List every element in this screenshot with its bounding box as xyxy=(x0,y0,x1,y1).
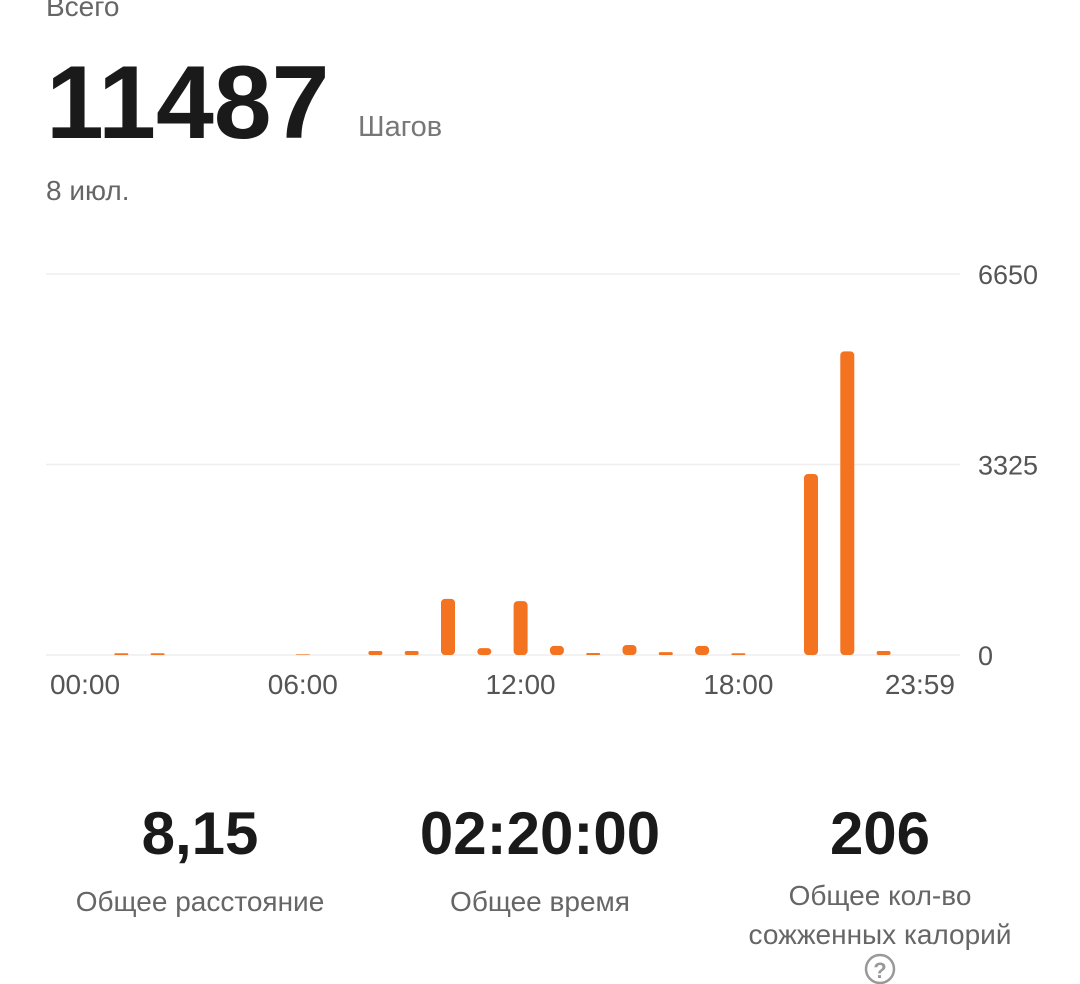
help-icon[interactable] xyxy=(864,953,896,984)
bar xyxy=(876,650,891,655)
stat-label: Общее время xyxy=(450,886,630,917)
bar xyxy=(368,650,383,655)
stat-label: Общее расстояние xyxy=(76,886,325,917)
bar xyxy=(586,652,601,655)
bar xyxy=(549,645,564,655)
stats: 8,15 Общее расстояние 02:20:00 Общее время 2… xyxy=(76,800,1012,950)
bar xyxy=(731,653,746,655)
stat-value: 02:20:00 xyxy=(420,800,660,867)
stat-value: 8,15 xyxy=(142,800,259,867)
bar xyxy=(804,473,818,655)
y-tick-label: 0 xyxy=(978,641,993,671)
stat-label: Общее кол-во xyxy=(789,880,972,911)
x-tick-label: 23:59 xyxy=(885,669,955,700)
help-icon-mark[interactable]: ? xyxy=(873,958,886,983)
x-tick-label: 18:00 xyxy=(703,669,773,700)
chart: 0 3325 6650 00:00 06:00 12:00 18:00 23:59 xyxy=(46,260,1038,700)
bar xyxy=(695,645,710,655)
bar xyxy=(295,654,310,655)
bar xyxy=(513,601,528,655)
bar xyxy=(404,650,419,655)
bar xyxy=(441,598,455,655)
bar xyxy=(658,652,673,655)
stat-label: сожженных калорий xyxy=(749,919,1012,950)
bar xyxy=(114,653,129,655)
y-tick-label: 3325 xyxy=(978,451,1038,481)
bar xyxy=(150,653,165,655)
x-tick-label: 12:00 xyxy=(486,669,556,700)
unit: Шагов xyxy=(358,111,442,143)
date: 8 июл. xyxy=(46,175,130,206)
total-steps: 11487 xyxy=(46,45,329,161)
x-tick-label: 00:00 xyxy=(50,669,120,700)
total-label: Всего xyxy=(46,0,119,22)
y-tick-label: 6650 xyxy=(978,260,1038,290)
x-tick-label: 06:00 xyxy=(268,669,338,700)
bar xyxy=(840,351,855,655)
stat-value: 206 xyxy=(830,800,930,867)
bar xyxy=(477,648,492,655)
bar xyxy=(622,644,637,655)
